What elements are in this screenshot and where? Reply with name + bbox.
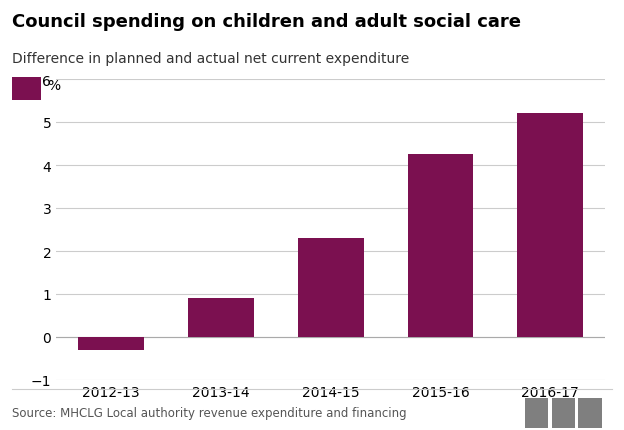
Text: %: % xyxy=(47,79,60,93)
Bar xyxy=(78,337,144,350)
Bar xyxy=(188,298,254,337)
Text: B: B xyxy=(532,408,541,418)
Bar xyxy=(517,114,583,337)
Text: B: B xyxy=(559,408,568,418)
Text: C: C xyxy=(586,408,595,418)
Bar xyxy=(407,155,474,337)
Text: Difference in planned and actual net current expenditure: Difference in planned and actual net cur… xyxy=(12,52,410,65)
Text: Source: MHCLG Local authority revenue expenditure and financing: Source: MHCLG Local authority revenue ex… xyxy=(12,406,407,419)
Bar xyxy=(298,239,364,337)
Text: Council spending on children and adult social care: Council spending on children and adult s… xyxy=(12,13,522,31)
